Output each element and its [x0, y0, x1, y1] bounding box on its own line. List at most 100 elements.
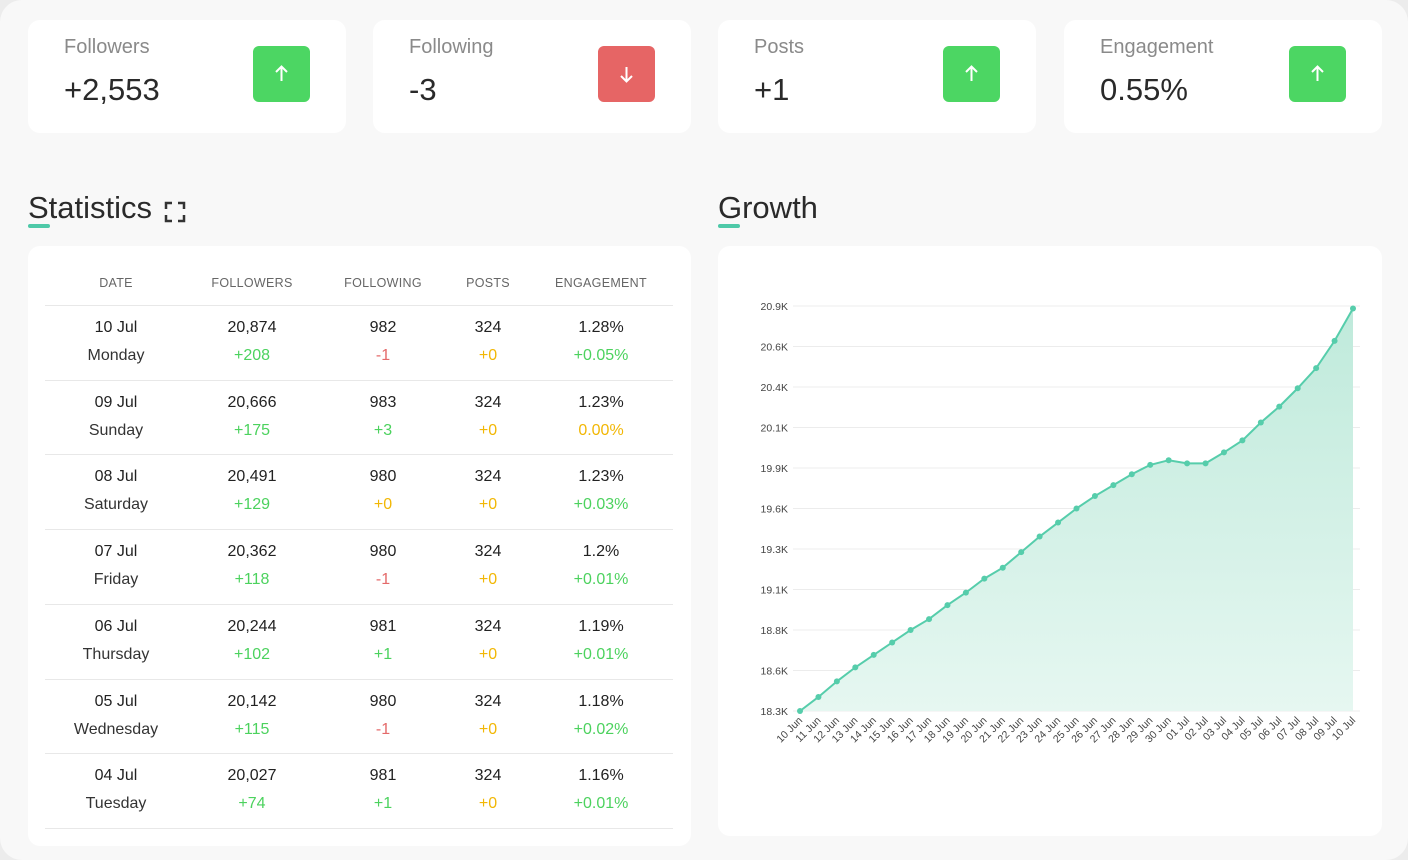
expand-icon[interactable]	[164, 201, 186, 223]
cell-change: +0	[478, 421, 498, 439]
point	[1091, 493, 1098, 500]
chart-card: 18.3K 18.6K 18.8K 19.1K 19.3K 19.6K 19.9K 20.1K…	[718, 246, 1382, 836]
cell-value: 980	[369, 692, 397, 710]
cell-change: +0	[478, 571, 498, 589]
cell-change: +0	[478, 720, 498, 738]
section-title: Statistics	[28, 190, 153, 225]
point	[981, 575, 988, 582]
stat-value: 0.55%	[1100, 72, 1188, 107]
cell-value: 06 Jul	[94, 617, 138, 635]
y-tick-label: 20.4K	[761, 382, 788, 394]
y-tick-label: 18.8K	[761, 625, 788, 637]
cell-change: +102	[233, 645, 271, 663]
title-underline	[28, 224, 50, 228]
cell-change: +0	[478, 795, 498, 813]
cell-value: 980	[369, 543, 397, 561]
row-separator	[45, 529, 673, 531]
cell-day: Sunday	[88, 421, 144, 439]
row-separator	[45, 678, 673, 680]
cell-value: 324	[474, 543, 502, 561]
trend-icon[interactable]	[253, 46, 310, 102]
y-tick-label: 19.6K	[761, 504, 788, 516]
column-header: ENGAGEMENT	[555, 276, 647, 290]
stat-label: Engagement	[1100, 36, 1214, 58]
point	[889, 639, 896, 646]
point	[852, 664, 859, 671]
cell-value: 981	[369, 767, 397, 785]
point	[870, 651, 877, 658]
point	[1202, 460, 1209, 467]
cell-value: 1.23%	[578, 393, 624, 411]
cell-value: 324	[474, 767, 502, 785]
point	[1239, 437, 1246, 444]
stat-value: +1	[754, 72, 790, 107]
cell-value: 07 Jul	[94, 543, 138, 561]
cell-change: +0	[478, 496, 498, 514]
cell-value: 05 Jul	[94, 692, 138, 710]
point	[833, 678, 840, 685]
stat-label: Following	[409, 36, 494, 58]
row-separator	[45, 753, 673, 755]
stat-card: Posts +1	[718, 20, 1036, 133]
stat-label: Followers	[64, 36, 150, 58]
cell-value: 08 Jul	[94, 468, 138, 486]
point	[1165, 457, 1172, 464]
point	[1110, 482, 1117, 489]
y-tick-label: 19.3K	[761, 544, 788, 556]
cell-value: 324	[474, 468, 502, 486]
y-tick-label: 19.1K	[761, 585, 788, 597]
stat-label: Posts	[754, 36, 805, 58]
point	[944, 602, 951, 609]
cell-change: -1	[375, 347, 391, 364]
y-tick-label: 18.3K	[761, 706, 788, 718]
cell-value: 09 Jul	[94, 393, 138, 411]
cell-day: Friday	[93, 571, 139, 589]
cell-change: +3	[373, 421, 393, 439]
cell-value: 20,244	[227, 617, 277, 635]
stat-value: +2,553	[64, 72, 160, 107]
cell-value: 1.28%	[578, 319, 624, 336]
point	[1128, 471, 1135, 478]
cell-value: 1.23%	[578, 468, 624, 486]
section-title: Growth	[718, 190, 818, 225]
point	[815, 693, 822, 700]
cell-value: 20,362	[227, 543, 277, 561]
trend-icon[interactable]	[598, 46, 655, 102]
cell-change: -1	[375, 571, 391, 589]
cell-value: 1.18%	[578, 692, 624, 710]
point	[907, 627, 914, 633]
cell-value: 980	[369, 468, 397, 486]
y-tick-label: 20.1K	[761, 423, 788, 435]
point	[1073, 505, 1080, 512]
title-underline	[718, 224, 740, 228]
trend-icon[interactable]	[943, 46, 1000, 102]
growth-chart: 18.3K 18.6K 18.8K 19.1K 19.3K 19.6K 19.9K 20.1K…	[761, 301, 1360, 745]
cell-value: 1.19%	[578, 617, 624, 635]
cell-change: +0.03%	[573, 496, 629, 514]
cell-value: 983	[369, 393, 397, 411]
cell-day: Saturday	[83, 496, 149, 514]
cell-day: Thursday	[82, 645, 150, 663]
cell-value: 20,666	[227, 393, 277, 411]
cell-value: 324	[474, 319, 502, 336]
cell-change: +0.05%	[573, 347, 629, 364]
cell-day: Monday	[87, 347, 145, 364]
row-separator	[45, 454, 673, 456]
point	[1220, 449, 1227, 456]
cell-change: +115	[234, 720, 270, 738]
point	[1184, 460, 1191, 467]
point	[1147, 461, 1154, 468]
cell-value: 982	[369, 319, 397, 336]
cell-change: +0	[373, 496, 393, 514]
cell-value: 20,874	[227, 319, 277, 336]
point	[962, 589, 969, 596]
point	[1018, 549, 1025, 556]
trend-icon[interactable]	[1289, 46, 1346, 102]
point	[1257, 419, 1264, 426]
point	[926, 616, 933, 623]
point	[1313, 365, 1320, 372]
point	[797, 708, 803, 714]
point	[999, 564, 1006, 571]
cell-change: +0	[478, 645, 498, 663]
